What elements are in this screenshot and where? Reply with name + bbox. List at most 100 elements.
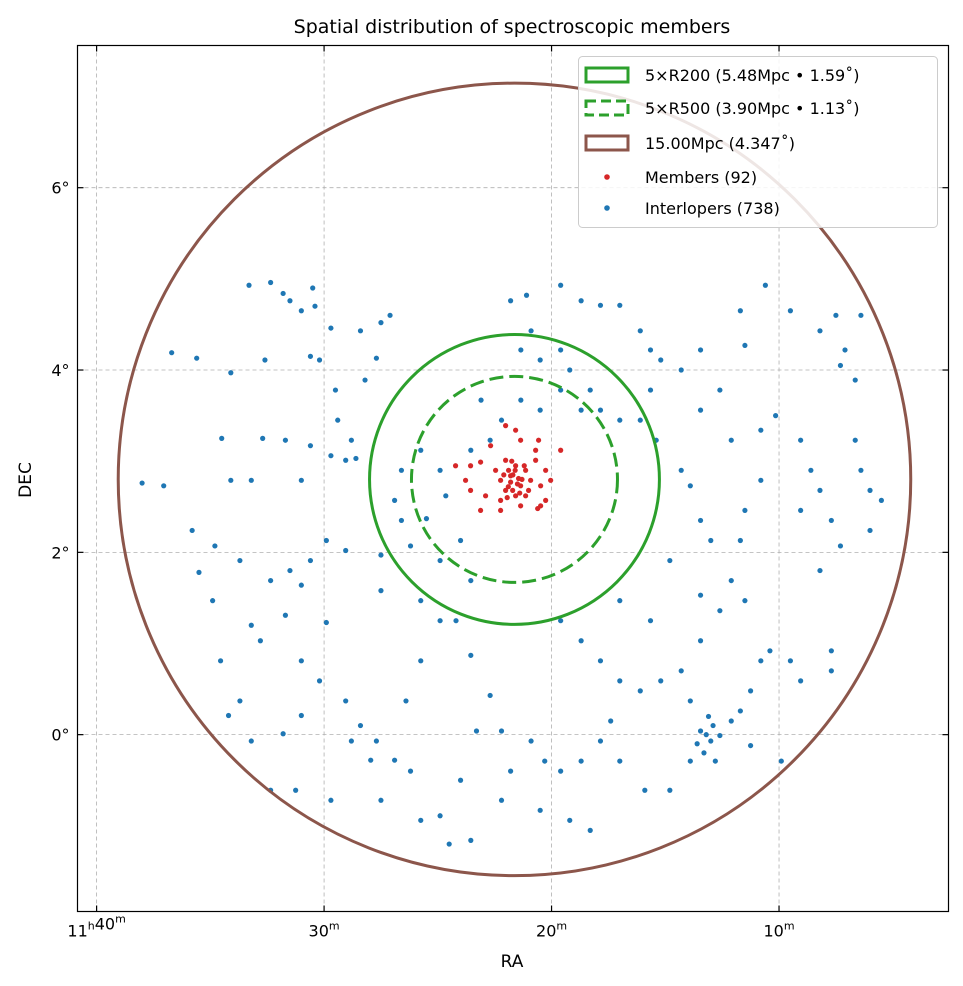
member-point	[467, 463, 474, 469]
member-point	[503, 423, 509, 429]
member-point	[505, 484, 511, 490]
interloper-point	[558, 618, 564, 624]
interloper-point	[418, 598, 424, 604]
interloper-point	[697, 347, 704, 353]
interloper-point	[528, 328, 534, 334]
x-axis-label: RA	[501, 952, 524, 972]
interloper-point	[403, 698, 409, 704]
r200-circle	[368, 332, 661, 626]
interloper-point	[687, 758, 693, 764]
interloper-point	[391, 757, 398, 763]
interloper-point	[248, 738, 254, 744]
interloper-point	[418, 817, 424, 823]
interloper-point	[617, 678, 623, 684]
interloper-point	[787, 658, 794, 664]
interloper-point	[228, 370, 234, 376]
interloper-point	[667, 557, 673, 564]
interloper-point	[697, 407, 704, 413]
interloper-point	[139, 480, 145, 486]
interloper-point	[260, 435, 266, 441]
interloper-point	[808, 467, 814, 473]
interloper-point	[537, 407, 543, 413]
interloper-point	[468, 447, 474, 453]
interloper-point	[328, 325, 334, 331]
interloper-point	[558, 387, 564, 393]
member-point	[513, 493, 519, 499]
member-point	[505, 467, 512, 473]
interloper-point	[212, 543, 218, 549]
interloper-point	[282, 612, 289, 618]
member-point	[513, 463, 519, 469]
interloper-point	[758, 658, 764, 664]
interloper-point	[246, 282, 252, 288]
interloper-point	[597, 407, 604, 413]
interloper-point	[316, 678, 323, 684]
interloper-point	[298, 477, 304, 483]
interloper-point	[687, 483, 693, 489]
interloper-point	[387, 312, 393, 318]
interloper-point	[687, 698, 693, 704]
member-point	[514, 481, 521, 487]
interloper-point	[378, 320, 384, 326]
interloper-point	[647, 347, 654, 353]
interloper-point	[817, 487, 823, 493]
interloper-point	[357, 328, 364, 334]
interloper-point	[737, 308, 743, 314]
x-tick-label: 20m	[536, 920, 567, 941]
plot-area	[116, 81, 913, 878]
member-point	[519, 476, 525, 483]
interloper-point	[518, 347, 524, 353]
interloper-point	[558, 768, 564, 774]
interloper-point	[378, 552, 384, 558]
interloper-point	[287, 298, 293, 304]
member-point	[525, 487, 532, 493]
interloper-point	[537, 357, 543, 363]
interloper-point	[487, 437, 493, 443]
interloper-point	[828, 648, 834, 654]
interloper-point	[508, 768, 514, 774]
interloper-point	[705, 713, 712, 720]
interloper-point	[758, 427, 764, 433]
interloper-point	[457, 537, 464, 544]
interloper-point	[728, 437, 734, 443]
interloper-point	[418, 447, 424, 453]
legend-handle	[584, 99, 630, 117]
interloper-point	[578, 758, 584, 764]
member-point	[503, 457, 509, 463]
member-point	[538, 483, 544, 489]
plot-content	[116, 81, 913, 878]
interloper-point	[335, 417, 341, 423]
legend-label: 5×R200 (5.48Mpc • 1.59˚)	[645, 66, 859, 85]
grid	[77, 45, 949, 912]
member-point	[492, 467, 499, 473]
interloper-point	[468, 577, 474, 584]
interloper-point	[587, 827, 593, 833]
interloper-point	[728, 577, 734, 584]
interloper-point	[248, 622, 254, 628]
interloper-point	[307, 353, 314, 359]
interloper-point	[407, 768, 414, 774]
interloper-point	[487, 692, 493, 699]
interloper-point	[268, 279, 274, 286]
interloper-point	[298, 712, 304, 719]
interloper-point	[828, 517, 834, 524]
member-point	[477, 507, 484, 514]
interloper-point	[710, 722, 716, 729]
x-tick-label: 30m	[309, 920, 340, 941]
member-point	[467, 487, 474, 493]
interloper-point	[858, 467, 864, 473]
interloper-point	[817, 567, 823, 574]
interloper-point	[597, 658, 604, 664]
interloper-point	[717, 387, 723, 393]
interloper-point	[798, 678, 804, 684]
interloper-point	[189, 527, 195, 534]
interloper-point	[817, 328, 823, 334]
legend-label: Interlopers (738)	[645, 199, 780, 218]
ticks: 11h40m 30m 20m 10m 0° 2° 4° 6°	[51, 45, 949, 941]
interloper-point	[798, 507, 804, 514]
interloper-point	[378, 797, 384, 803]
interloper-point	[312, 303, 318, 309]
member-point	[523, 467, 529, 473]
interloper-point	[558, 347, 564, 353]
